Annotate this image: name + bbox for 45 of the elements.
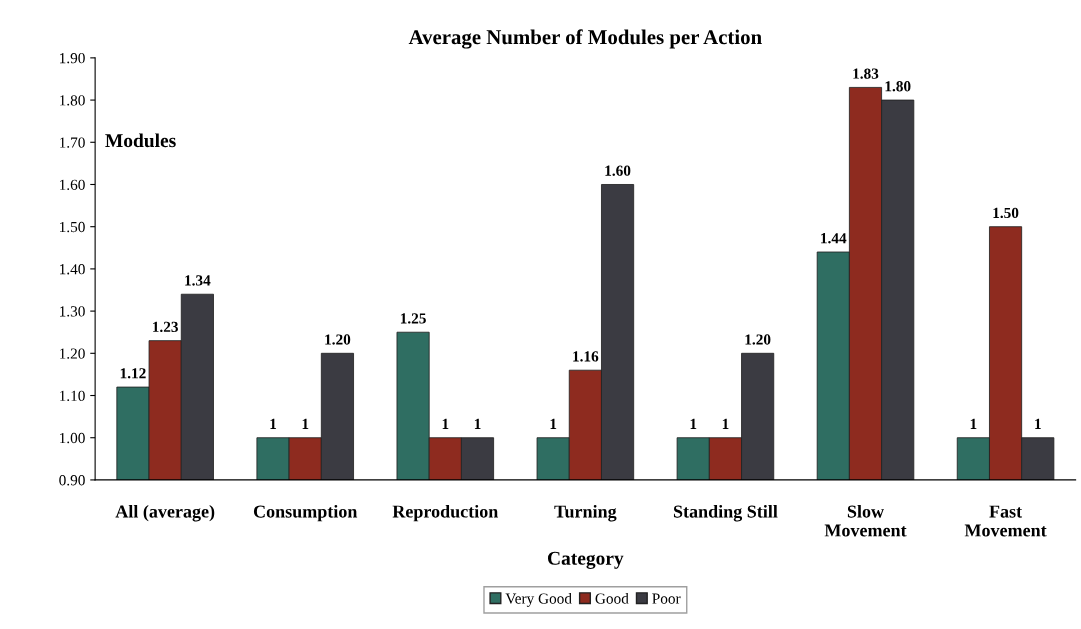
y-tick-label: 1.20 <box>60 348 85 359</box>
data-label: 1.50 <box>993 207 1019 219</box>
data-label: 1.12 <box>120 368 146 379</box>
y-axis-title: Modules <box>105 133 176 148</box>
data-label: 1 <box>970 418 977 429</box>
x-tick-label: Slow Movement <box>824 504 907 537</box>
data-label: 1.16 <box>573 351 599 362</box>
y-tick-label: 1.00 <box>60 432 85 444</box>
data-label: 1.25 <box>400 313 426 324</box>
y-tick-label: 1.60 <box>60 179 85 190</box>
y-tick-label: 1.30 <box>60 306 85 317</box>
data-label: 1 <box>270 418 277 429</box>
data-label: 1.20 <box>325 334 351 345</box>
y-tick-label: 0.90 <box>59 475 85 486</box>
legend-label: Poor <box>652 593 681 604</box>
y-tick-label: 1.80 <box>60 95 85 106</box>
legend-label: Good <box>595 592 629 604</box>
y-tick-label: 1.10 <box>60 390 85 402</box>
chart-title: Average Number of Modules per Action <box>408 29 762 49</box>
data-label: 1.34 <box>185 275 211 286</box>
data-label: 1 <box>302 418 309 429</box>
y-tick-label: 1.50 <box>60 221 85 233</box>
x-tick-label: Consumption <box>253 504 358 522</box>
data-label: 1.44 <box>821 233 847 244</box>
data-label: 1 <box>1035 418 1041 429</box>
y-tick-label: 1.70 <box>60 137 85 148</box>
data-label: 1 <box>442 418 449 429</box>
data-label: 1 <box>722 418 729 429</box>
data-label: 1 <box>474 418 481 429</box>
x-axis-title: Category <box>547 551 624 569</box>
data-label: 1 <box>690 418 697 429</box>
x-tick-label: Turning <box>554 504 617 522</box>
data-label: 1.23 <box>153 321 179 333</box>
data-label: 1.20 <box>745 334 771 345</box>
x-tick-label: Reproduction <box>392 504 499 522</box>
x-tick-label: Fast Movement <box>964 505 1047 537</box>
legend-label: Very Good <box>505 592 572 607</box>
data-label: 1.80 <box>885 81 911 92</box>
data-label: 1 <box>550 418 557 429</box>
x-tick-label: Standing Still <box>673 504 778 522</box>
x-tick-label: All (average) <box>115 504 215 522</box>
y-tick-label: 1.40 <box>60 264 85 275</box>
data-label: 1.60 <box>605 165 631 176</box>
y-tick-label: 1.90 <box>60 53 85 64</box>
data-label: 1.83 <box>853 68 879 79</box>
